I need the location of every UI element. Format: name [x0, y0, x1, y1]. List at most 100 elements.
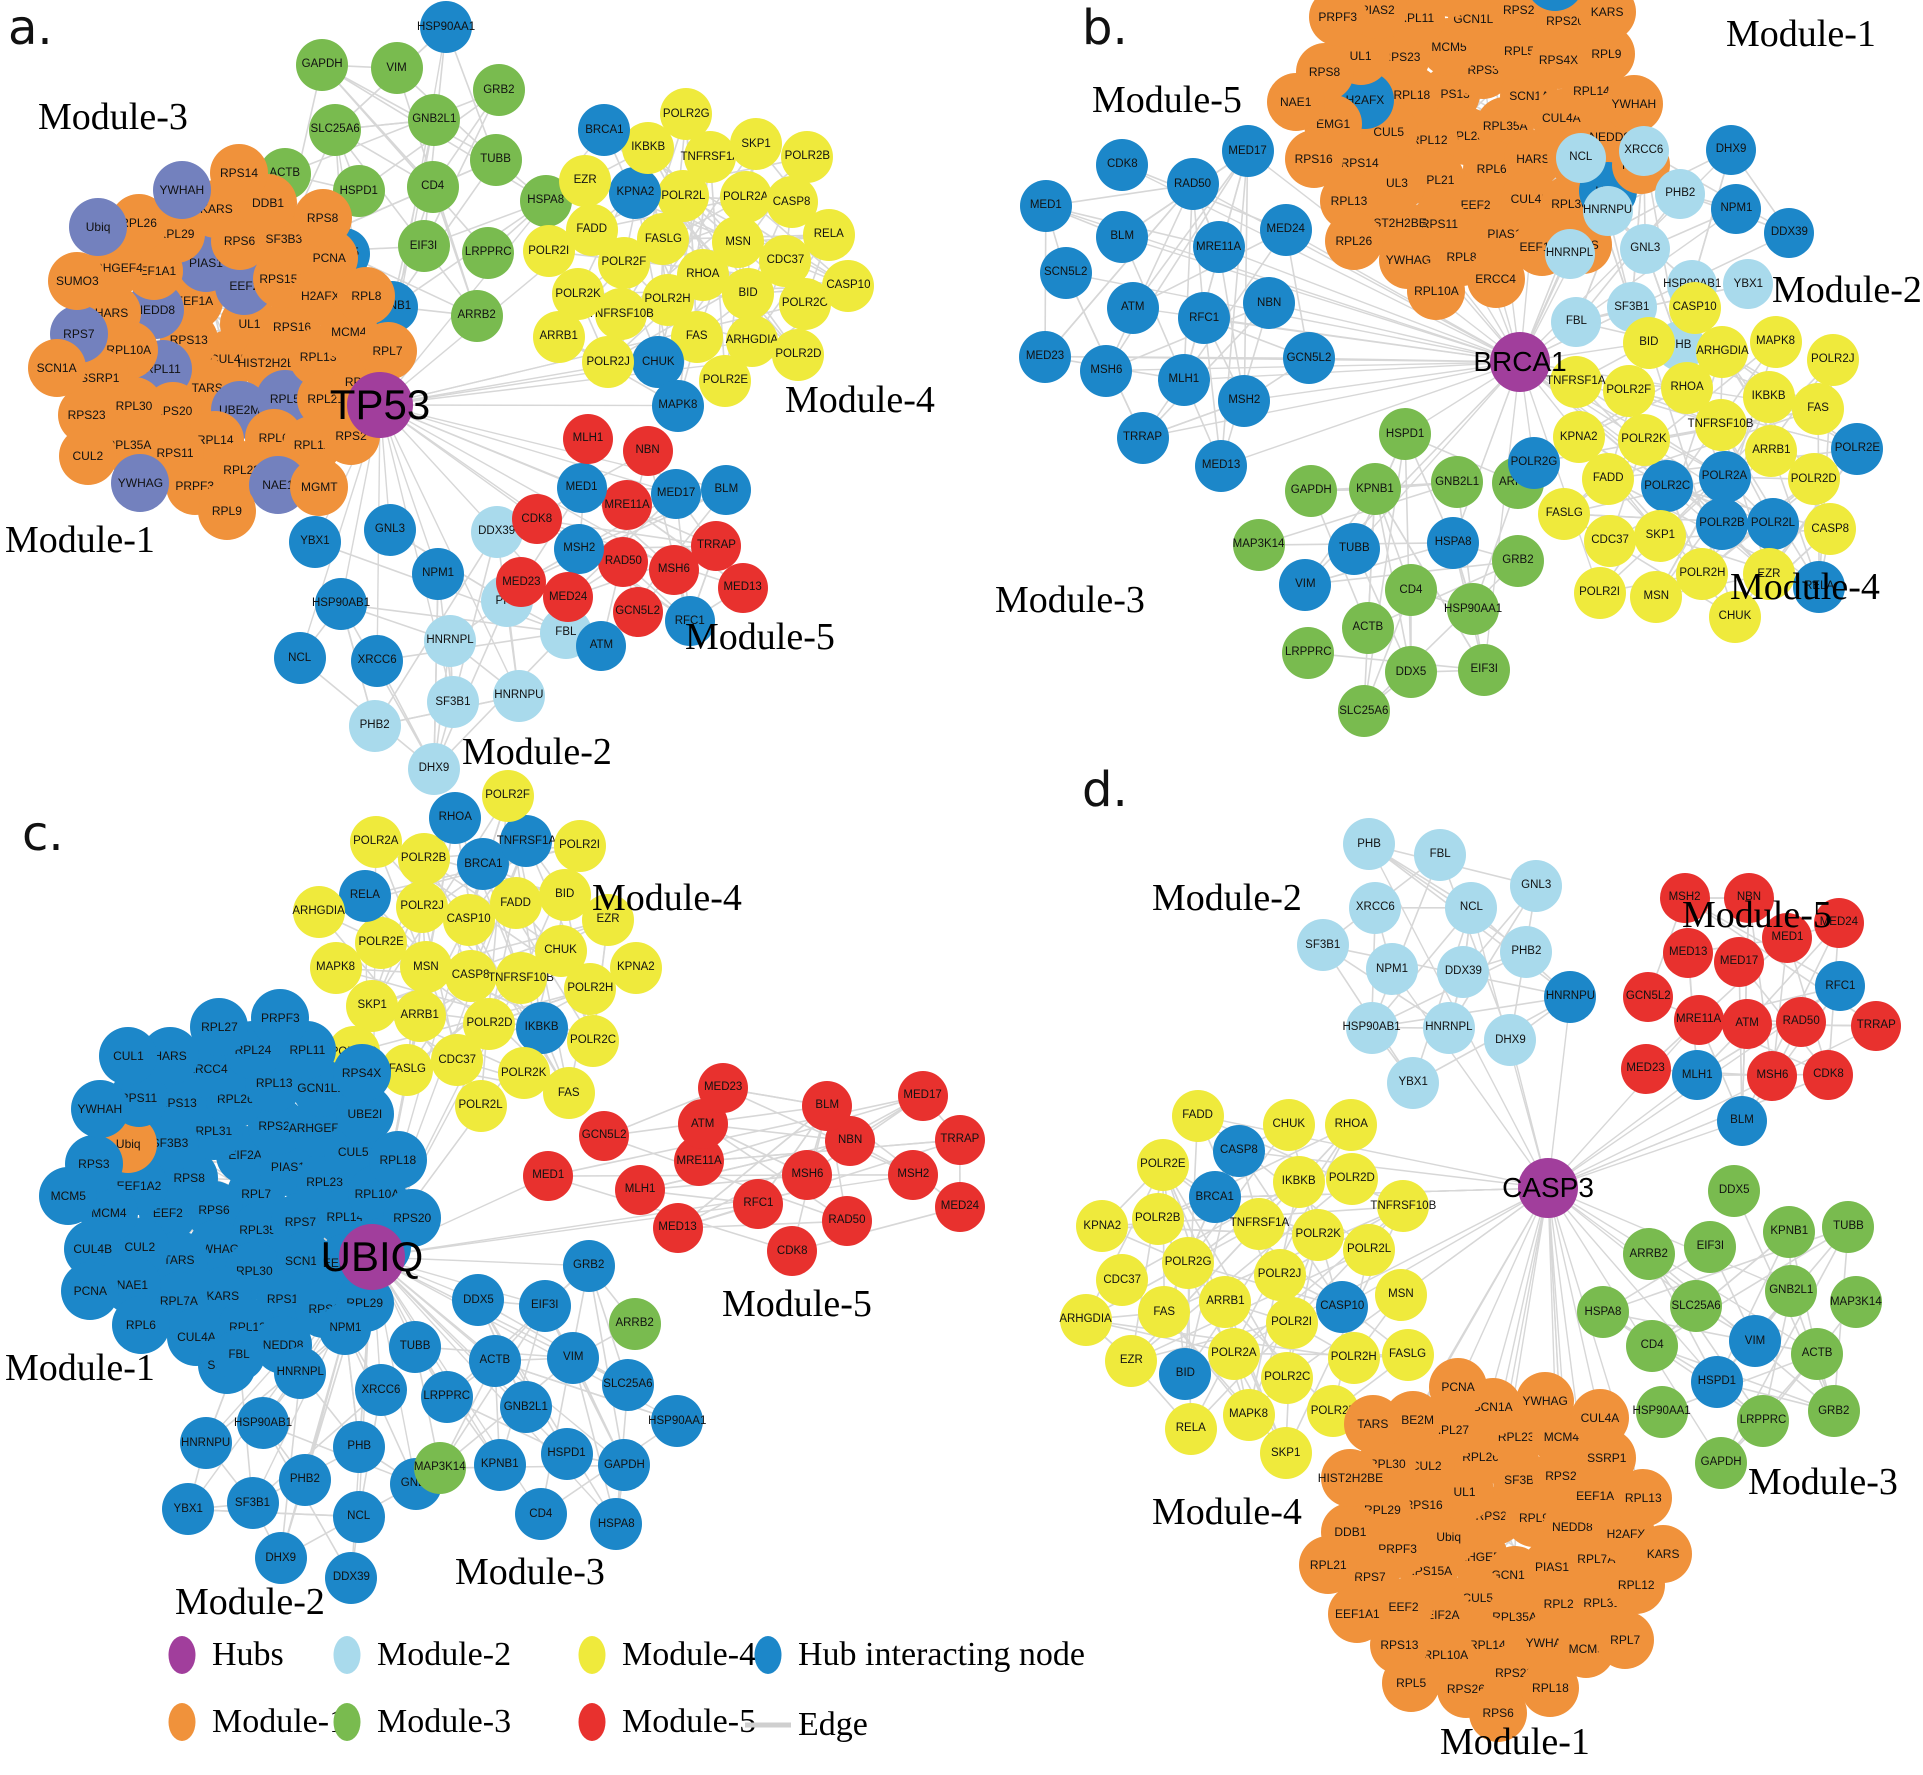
edge [1547, 1187, 1756, 1342]
edge [1680, 192, 1737, 210]
edge [581, 487, 727, 491]
edge [826, 1105, 848, 1222]
edge [622, 561, 639, 613]
edge [1391, 968, 1549, 1189]
edge [584, 147, 649, 182]
edge [68, 1185, 140, 1197]
edge [379, 404, 677, 495]
edge [1121, 150, 1249, 238]
edge [1341, 1187, 1549, 1308]
edge [1547, 1187, 1792, 1292]
edge [1734, 528, 1831, 618]
edge [1477, 1574, 1516, 1599]
edge [1162, 1164, 1166, 1313]
edge [278, 64, 323, 254]
edge [379, 129, 605, 406]
edge [1452, 361, 1521, 544]
edge [1328, 1556, 1479, 1567]
edge [1720, 1420, 1764, 1464]
edge [1607, 342, 1650, 479]
edge [371, 841, 528, 1258]
edge [1044, 183, 1194, 358]
edge [321, 64, 547, 202]
edge [1106, 361, 1521, 372]
edge [1465, 1648, 1587, 1690]
edge [1368, 843, 1537, 887]
edge [446, 1396, 567, 1455]
edge [1065, 272, 1521, 363]
edge [1497, 1574, 1516, 1714]
edge [1397, 1491, 1466, 1550]
edge [299, 657, 435, 770]
edge [1648, 341, 1819, 410]
edge [1397, 1548, 1664, 1555]
edge [379, 361, 659, 406]
edge [1322, 944, 1571, 998]
edge [1295, 101, 1410, 261]
edge [371, 1256, 479, 1301]
edge [1105, 184, 1194, 371]
edge [314, 541, 567, 634]
edge [677, 336, 698, 406]
edge [445, 27, 497, 161]
edge [1645, 1019, 1700, 1070]
edge [279, 245, 424, 255]
edge [1305, 542, 1454, 586]
edge [723, 1087, 828, 1107]
edge [548, 1094, 923, 1177]
edge [1547, 1187, 1722, 1464]
edge [1730, 149, 1791, 234]
edge [1353, 361, 1521, 550]
edge [1643, 149, 1790, 234]
edge [187, 1443, 207, 1510]
edge [1827, 923, 1840, 1075]
edge [344, 1329, 361, 1448]
edge [1606, 211, 1633, 308]
edge [99, 1108, 373, 1258]
edge [1723, 476, 1774, 525]
edge [1371, 995, 1571, 1029]
edge [1688, 937, 1788, 954]
edge [431, 186, 478, 317]
edge [1243, 357, 1310, 402]
edge [622, 561, 691, 622]
edge [1547, 1120, 1743, 1189]
edge [1519, 361, 1819, 410]
edge [1698, 937, 1789, 1021]
edge [806, 1105, 829, 1176]
edge [1683, 898, 1699, 1076]
edge [1447, 0, 1642, 167]
edge [284, 89, 500, 175]
edge [238, 1354, 301, 1374]
edge [1547, 1638, 1626, 1644]
edge [1462, 885, 1537, 973]
edge [1372, 1417, 1600, 1425]
edge [1064, 272, 1144, 438]
edge [1817, 409, 1820, 587]
edge [1412, 1419, 1523, 1481]
edge [1738, 961, 1743, 1121]
edge [334, 26, 447, 131]
edge [1327, 1491, 1465, 1567]
edge [340, 404, 381, 605]
edge [1183, 361, 1521, 381]
edge [1519, 0, 1555, 363]
edge [1130, 1360, 1192, 1430]
edge [572, 1357, 626, 1466]
edge [587, 1265, 629, 1386]
edge [1748, 897, 1789, 939]
edge [1457, 1187, 1549, 1388]
edge [1595, 1495, 1600, 1560]
edge [1285, 229, 1521, 363]
edge [1648, 1253, 1764, 1422]
edge [548, 1174, 808, 1177]
edge [1332, 94, 1413, 125]
edge [1372, 1423, 1481, 1458]
edge [90, 1256, 373, 1292]
edge [379, 404, 675, 571]
edge [371, 1256, 589, 1267]
edge [1452, 542, 1486, 671]
edge [262, 1423, 353, 1579]
edge [1812, 479, 1831, 530]
edge [755, 143, 830, 236]
